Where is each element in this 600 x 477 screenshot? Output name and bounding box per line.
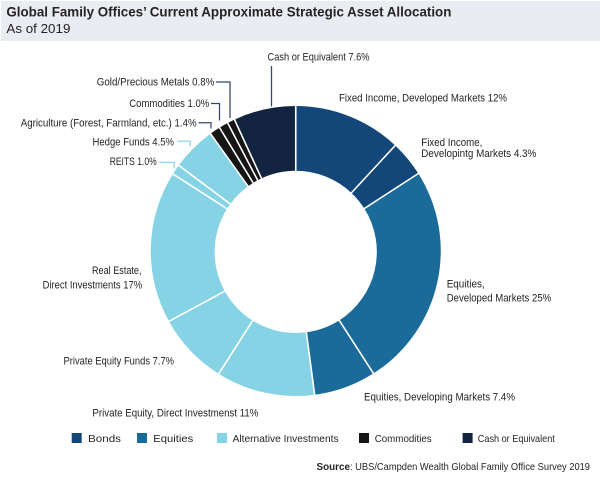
svg-text:Equities,: Equities, bbox=[447, 279, 485, 291]
svg-text:Equities: Equities bbox=[153, 433, 193, 445]
svg-text:Commodities: Commodities bbox=[375, 433, 432, 445]
svg-text:Fixed Income, Developed Market: Fixed Income, Developed Markets 12% bbox=[339, 93, 507, 105]
svg-text:Hedge Funds 4.5%: Hedge Funds 4.5% bbox=[93, 137, 175, 149]
svg-text:Cash or Equivalent 7.6%: Cash or Equivalent 7.6% bbox=[268, 52, 370, 64]
svg-text:: UBS/Campden Wealth Global Fa: : UBS/Campden Wealth Global Family Offic… bbox=[350, 461, 590, 473]
svg-text:Real Estate,: Real Estate, bbox=[92, 265, 142, 277]
svg-text:Source: Source bbox=[317, 461, 351, 473]
svg-text:As of 2019: As of 2019 bbox=[6, 21, 70, 36]
svg-text:Global Family Offices’ Current: Global Family Offices’ Current Approxima… bbox=[6, 5, 451, 20]
svg-text:Equities, Developing Markets 7: Equities, Developing Markets 7.4% bbox=[364, 391, 515, 403]
svg-text:Alternative Investments: Alternative Investments bbox=[233, 433, 339, 445]
svg-text:Developed Markets 25%: Developed Markets 25% bbox=[447, 292, 552, 304]
svg-text:Developintg Markets 4.3%: Developintg Markets 4.3% bbox=[421, 148, 536, 160]
svg-text:Gold/Precious Metals 0.8%: Gold/Precious Metals 0.8% bbox=[97, 77, 215, 89]
svg-text:REITS 1.0%: REITS 1.0% bbox=[110, 156, 157, 168]
svg-text:Cash or Equivalent: Cash or Equivalent bbox=[478, 433, 555, 445]
svg-text:Bonds: Bonds bbox=[88, 433, 121, 445]
svg-text:Private Equity, Direct Investm: Private Equity, Direct Investmenst 11% bbox=[92, 407, 258, 419]
svg-text:Agriculture (Forest, Farmland,: Agriculture (Forest, Farmland, etc.) 1.4… bbox=[21, 118, 197, 130]
svg-text:Commodities 1.0%: Commodities 1.0% bbox=[129, 98, 209, 110]
svg-text:Fixed Income,: Fixed Income, bbox=[421, 137, 482, 149]
svg-text:Direct Investments 17%: Direct Investments 17% bbox=[43, 280, 143, 292]
svg-text:Private Equity Funds 7.7%: Private Equity Funds 7.7% bbox=[64, 356, 175, 368]
